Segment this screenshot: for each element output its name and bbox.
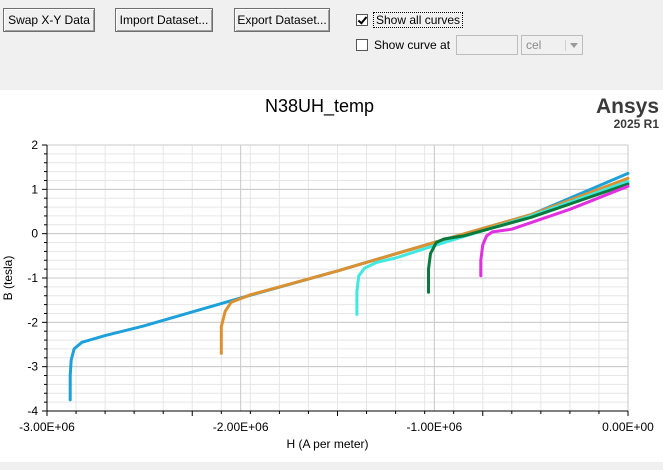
- x-tick-label: -1.00E+06: [406, 420, 462, 434]
- brand-version: 2025 R1: [613, 117, 659, 131]
- export-dataset-label: Export Dataset...: [237, 13, 327, 27]
- series-line-5: [479, 184, 630, 278]
- y-axis-label: B (tesla): [1, 256, 15, 301]
- export-dataset-button[interactable]: Export Dataset...: [234, 8, 330, 32]
- series-line-4: [427, 182, 630, 294]
- chart-axes: [42, 144, 629, 416]
- chevron-down-icon: [565, 40, 579, 51]
- import-dataset-button[interactable]: Import Dataset...: [115, 8, 213, 32]
- chart-area: -4 -3 -2 -1 0 1 2 -3.00E+06 -2.00E+06 -1.00E+06 0.…: [0, 90, 663, 462]
- show-all-curves-label: Show all curves: [372, 12, 464, 28]
- brand: Ansys 2025 R1: [596, 96, 659, 131]
- x-tick-label: -3.00E+06: [19, 420, 75, 434]
- curve-value-input[interactable]: [456, 35, 518, 55]
- x-tick-label: 0.00E+00: [602, 420, 654, 434]
- show-curve-at-check-icon: [356, 39, 368, 51]
- unit-select[interactable]: cel: [521, 35, 583, 55]
- chart-title: N38UH_temp: [265, 96, 374, 117]
- show-curve-at-label: Show curve at: [374, 38, 451, 52]
- x-axis-label: H (A per meter): [286, 437, 368, 451]
- swap-xy-label: Swap X-Y Data: [8, 13, 90, 27]
- y-tick-label: -4: [27, 404, 38, 418]
- chart-grid: [46, 144, 629, 412]
- series-line-2: [219, 176, 630, 355]
- swap-xy-button[interactable]: Swap X-Y Data: [3, 8, 95, 32]
- y-tick-label: -3: [27, 360, 38, 374]
- unit-select-value: cel: [526, 38, 542, 52]
- chart-series: [68, 171, 630, 402]
- y-tick-label: -1: [27, 271, 38, 285]
- toolbar: Swap X-Y Data Import Dataset... Export D…: [0, 0, 663, 90]
- bh-curve-chart: -4 -3 -2 -1 0 1 2 -3.00E+06 -2.00E+06 -1.00E+06 0.…: [1, 96, 654, 451]
- y-tick-label: -2: [27, 315, 38, 329]
- import-dataset-label: Import Dataset...: [119, 13, 209, 27]
- show-all-curves-checkbox[interactable]: Show all curves: [356, 12, 464, 28]
- chart-labels: -4 -3 -2 -1 0 1 2 -3.00E+06 -2.00E+06 -1.00E+06 0.…: [1, 96, 654, 451]
- show-all-curves-check-icon: [356, 14, 368, 26]
- x-tick-label: -2.00E+06: [213, 420, 269, 434]
- brand-logo-text: Ansys: [595, 95, 659, 118]
- y-tick-label: 1: [31, 182, 38, 196]
- show-curve-at-checkbox[interactable]: Show curve at: [356, 38, 450, 52]
- y-tick-label: 2: [31, 138, 38, 152]
- bottom-strip: [0, 462, 663, 470]
- y-tick-label: 0: [31, 227, 38, 241]
